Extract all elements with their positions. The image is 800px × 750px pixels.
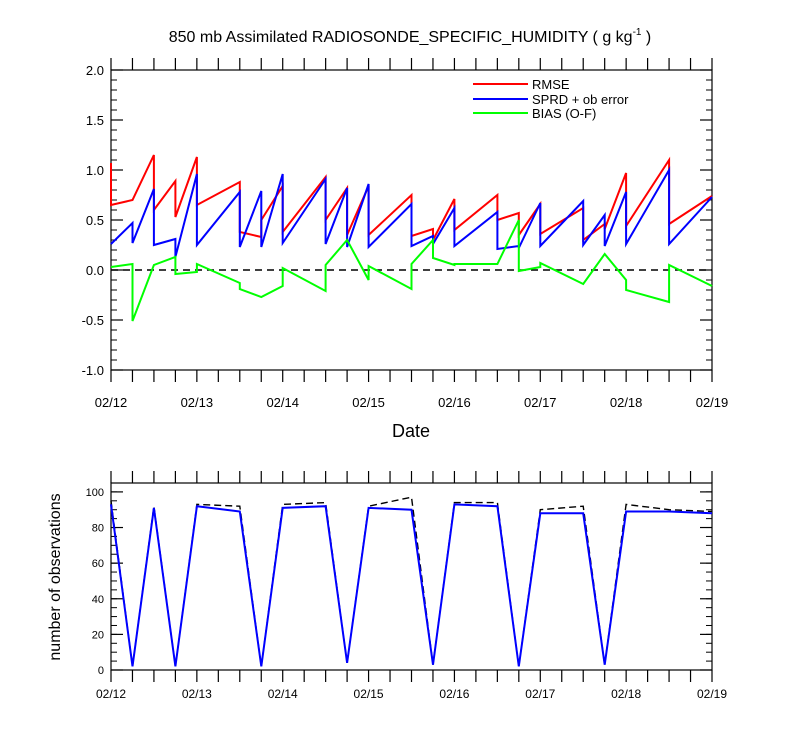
obs-used-line bbox=[110, 503, 713, 667]
rmse-line bbox=[110, 154, 713, 242]
obs-x-tick-label: 02/17 bbox=[525, 687, 555, 701]
x-tick-label: 02/19 bbox=[696, 395, 729, 410]
sprd-line bbox=[110, 166, 713, 258]
obs-x-tick-label: 02/12 bbox=[96, 687, 126, 701]
x-tick-label: 02/17 bbox=[524, 395, 557, 410]
x-tick-label: 02/12 bbox=[95, 395, 128, 410]
obs-x-tick-label: 02/15 bbox=[354, 687, 384, 701]
obs-x-tick-label: 02/14 bbox=[268, 687, 298, 701]
obs-y-tick-label: 100 bbox=[86, 487, 104, 499]
obs-x-tick-label: 02/19 bbox=[697, 687, 727, 701]
bottom-axis-ticks: 0 20 40 60 80 100 02/12 02/13 02/14 02/15 02/16 02/… bbox=[86, 471, 727, 701]
obs-y-tick-label: 20 bbox=[92, 629, 104, 641]
y-axis-title-observations: number of observations bbox=[47, 493, 64, 660]
legend: RMSE SPRD + ob error BIAS (O-F) bbox=[473, 77, 629, 121]
y-tick-label: 0.5 bbox=[86, 213, 104, 228]
x-axis-title: Date bbox=[392, 421, 430, 441]
y-tick-label: 2.0 bbox=[86, 63, 104, 78]
obs-x-tick-label: 02/18 bbox=[611, 687, 641, 701]
obs-possible-line bbox=[110, 496, 713, 667]
y-tick-label: -1.0 bbox=[82, 363, 104, 378]
x-tick-label: 02/14 bbox=[266, 395, 299, 410]
x-tick-label: 02/18 bbox=[610, 395, 643, 410]
bias-line bbox=[110, 219, 713, 322]
legend-label-bias: BIAS (O-F) bbox=[532, 106, 596, 121]
y-tick-label: 1.0 bbox=[86, 163, 104, 178]
y-tick-label: -0.5 bbox=[82, 313, 104, 328]
top-axis-ticks: -1.0 -0.5 0.0 0.5 1.0 1.5 2.0 02/12 02/13 02/14 02… bbox=[82, 58, 729, 410]
title-close: ) bbox=[641, 29, 651, 46]
y-tick-label: 1.5 bbox=[86, 113, 104, 128]
x-tick-label: 02/13 bbox=[181, 395, 214, 410]
obs-y-tick-label: 40 bbox=[92, 594, 104, 606]
top-series-lines bbox=[110, 154, 713, 322]
obs-x-tick-label: 02/16 bbox=[439, 687, 469, 701]
obs-y-tick-label: 0 bbox=[98, 665, 104, 677]
obs-y-tick-label: 60 bbox=[92, 558, 104, 570]
x-tick-label: 02/16 bbox=[438, 395, 471, 410]
y-tick-label: 0.0 bbox=[86, 263, 104, 278]
legend-label-sprd: SPRD + ob error bbox=[532, 92, 629, 107]
title-superscript: -1 bbox=[633, 27, 642, 38]
obs-x-tick-label: 02/13 bbox=[182, 687, 212, 701]
obs-y-tick-label: 80 bbox=[92, 523, 104, 535]
chart-title: 850 mb Assimilated RADIOSONDE_SPECIFIC_H… bbox=[169, 27, 652, 46]
legend-label-rmse: RMSE bbox=[532, 77, 570, 92]
x-tick-label: 02/15 bbox=[352, 395, 385, 410]
bottom-series-lines bbox=[110, 496, 713, 667]
